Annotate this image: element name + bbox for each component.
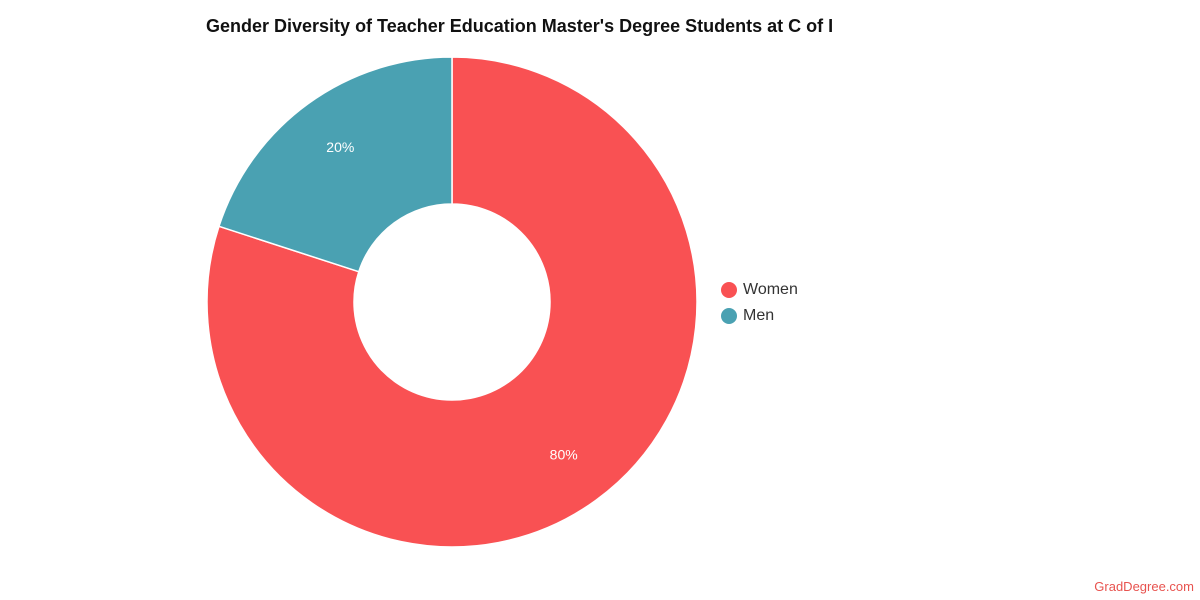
legend: Women Men: [721, 281, 798, 324]
slice-men[interactable]: [218, 56, 453, 273]
legend-swatch-women: [721, 282, 737, 298]
slice-women[interactable]: [206, 56, 698, 548]
watermark-text[interactable]: GradDegree.com: [1094, 579, 1194, 594]
slice-labels-group: 80% 20%: [326, 139, 577, 462]
chart-title: Gender Diversity of Teacher Education Ma…: [206, 16, 834, 36]
legend-label-men: Men: [743, 307, 774, 324]
slices-group: [206, 56, 698, 548]
legend-label-women: Women: [743, 281, 798, 298]
slice-label-men: 20%: [326, 139, 354, 155]
legend-item-men[interactable]: Men: [721, 307, 774, 324]
slice-label-women: 80%: [550, 446, 578, 462]
legend-item-women[interactable]: Women: [721, 281, 798, 298]
legend-swatch-men: [721, 308, 737, 324]
